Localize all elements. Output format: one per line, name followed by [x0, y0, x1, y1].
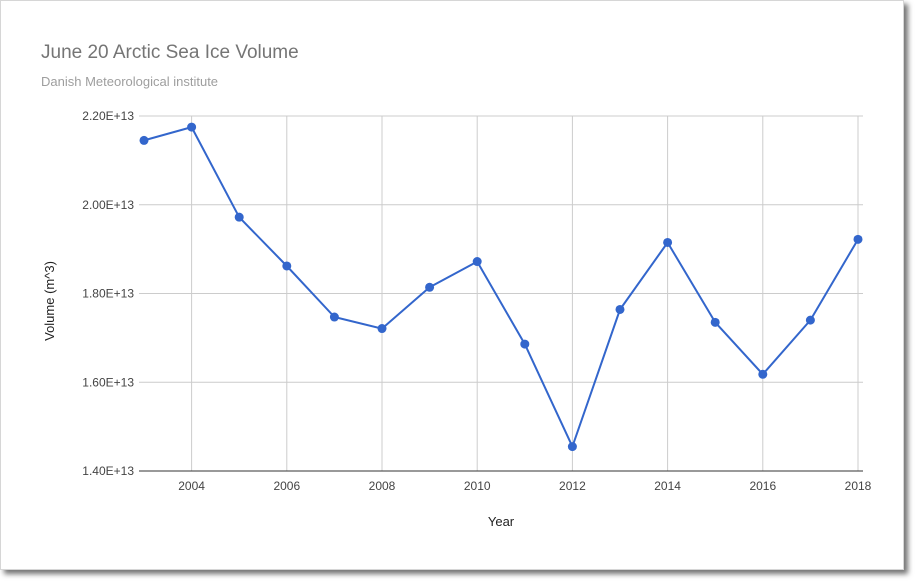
y-tick-label: 1.60E+13	[82, 375, 134, 389]
data-point-2010	[472, 257, 482, 267]
y-tick-label: 1.80E+13	[82, 287, 134, 301]
chart-title: June 20 Arctic Sea Ice Volume	[41, 42, 299, 63]
data-point-2011	[520, 339, 530, 349]
chart-subtitle: Danish Meteorological institute	[41, 74, 219, 89]
x-tick-label: 2018	[845, 479, 872, 493]
line-chart: 1.40E+13 1.60E+13 1.80E+13 2.00E+13 2.20E+13…	[42, 109, 872, 529]
x-tick-label: 2008	[369, 479, 396, 493]
data-point-2004	[187, 122, 197, 132]
y-axis-ticks: 1.40E+13 1.60E+13 1.80E+13 2.00E+13 2.20E+13	[82, 109, 134, 478]
x-tick-label: 2006	[273, 479, 300, 493]
y-tick-label: 2.00E+13	[82, 198, 134, 212]
series-line	[143, 126, 859, 448]
x-tick-label: 2014	[654, 479, 681, 493]
data-point-2017	[805, 315, 815, 325]
data-point-2013	[615, 304, 625, 314]
x-tick-label: 2004	[178, 479, 205, 493]
chart-card: June 20 Arctic Sea Ice Volume Danish Met…	[0, 0, 904, 570]
y-axis-title: Volume (m^3)	[42, 261, 57, 341]
x-tick-label: 2016	[749, 479, 776, 493]
data-point-2003	[139, 135, 149, 145]
data-point-2015	[710, 317, 720, 327]
x-axis-ticks: 2004 2006 2008 2010 2012 2014 2016 2018	[178, 479, 871, 493]
x-tick-label: 2010	[464, 479, 491, 493]
gridlines	[139, 115, 863, 471]
y-tick-label: 2.20E+13	[82, 109, 134, 123]
data-point-2012	[567, 442, 577, 452]
data-point-2014	[663, 237, 673, 247]
series-volume	[139, 122, 863, 452]
data-point-2009	[425, 282, 435, 292]
y-tick-label: 1.40E+13	[82, 464, 134, 478]
data-point-2008	[377, 324, 387, 334]
x-tick-label: 2012	[559, 479, 586, 493]
data-point-2018	[853, 234, 863, 244]
data-point-2007	[329, 312, 339, 322]
data-point-2005	[234, 212, 244, 222]
data-point-2016	[758, 369, 768, 379]
x-axis-title: Year	[488, 514, 515, 529]
data-point-2006	[282, 261, 292, 271]
